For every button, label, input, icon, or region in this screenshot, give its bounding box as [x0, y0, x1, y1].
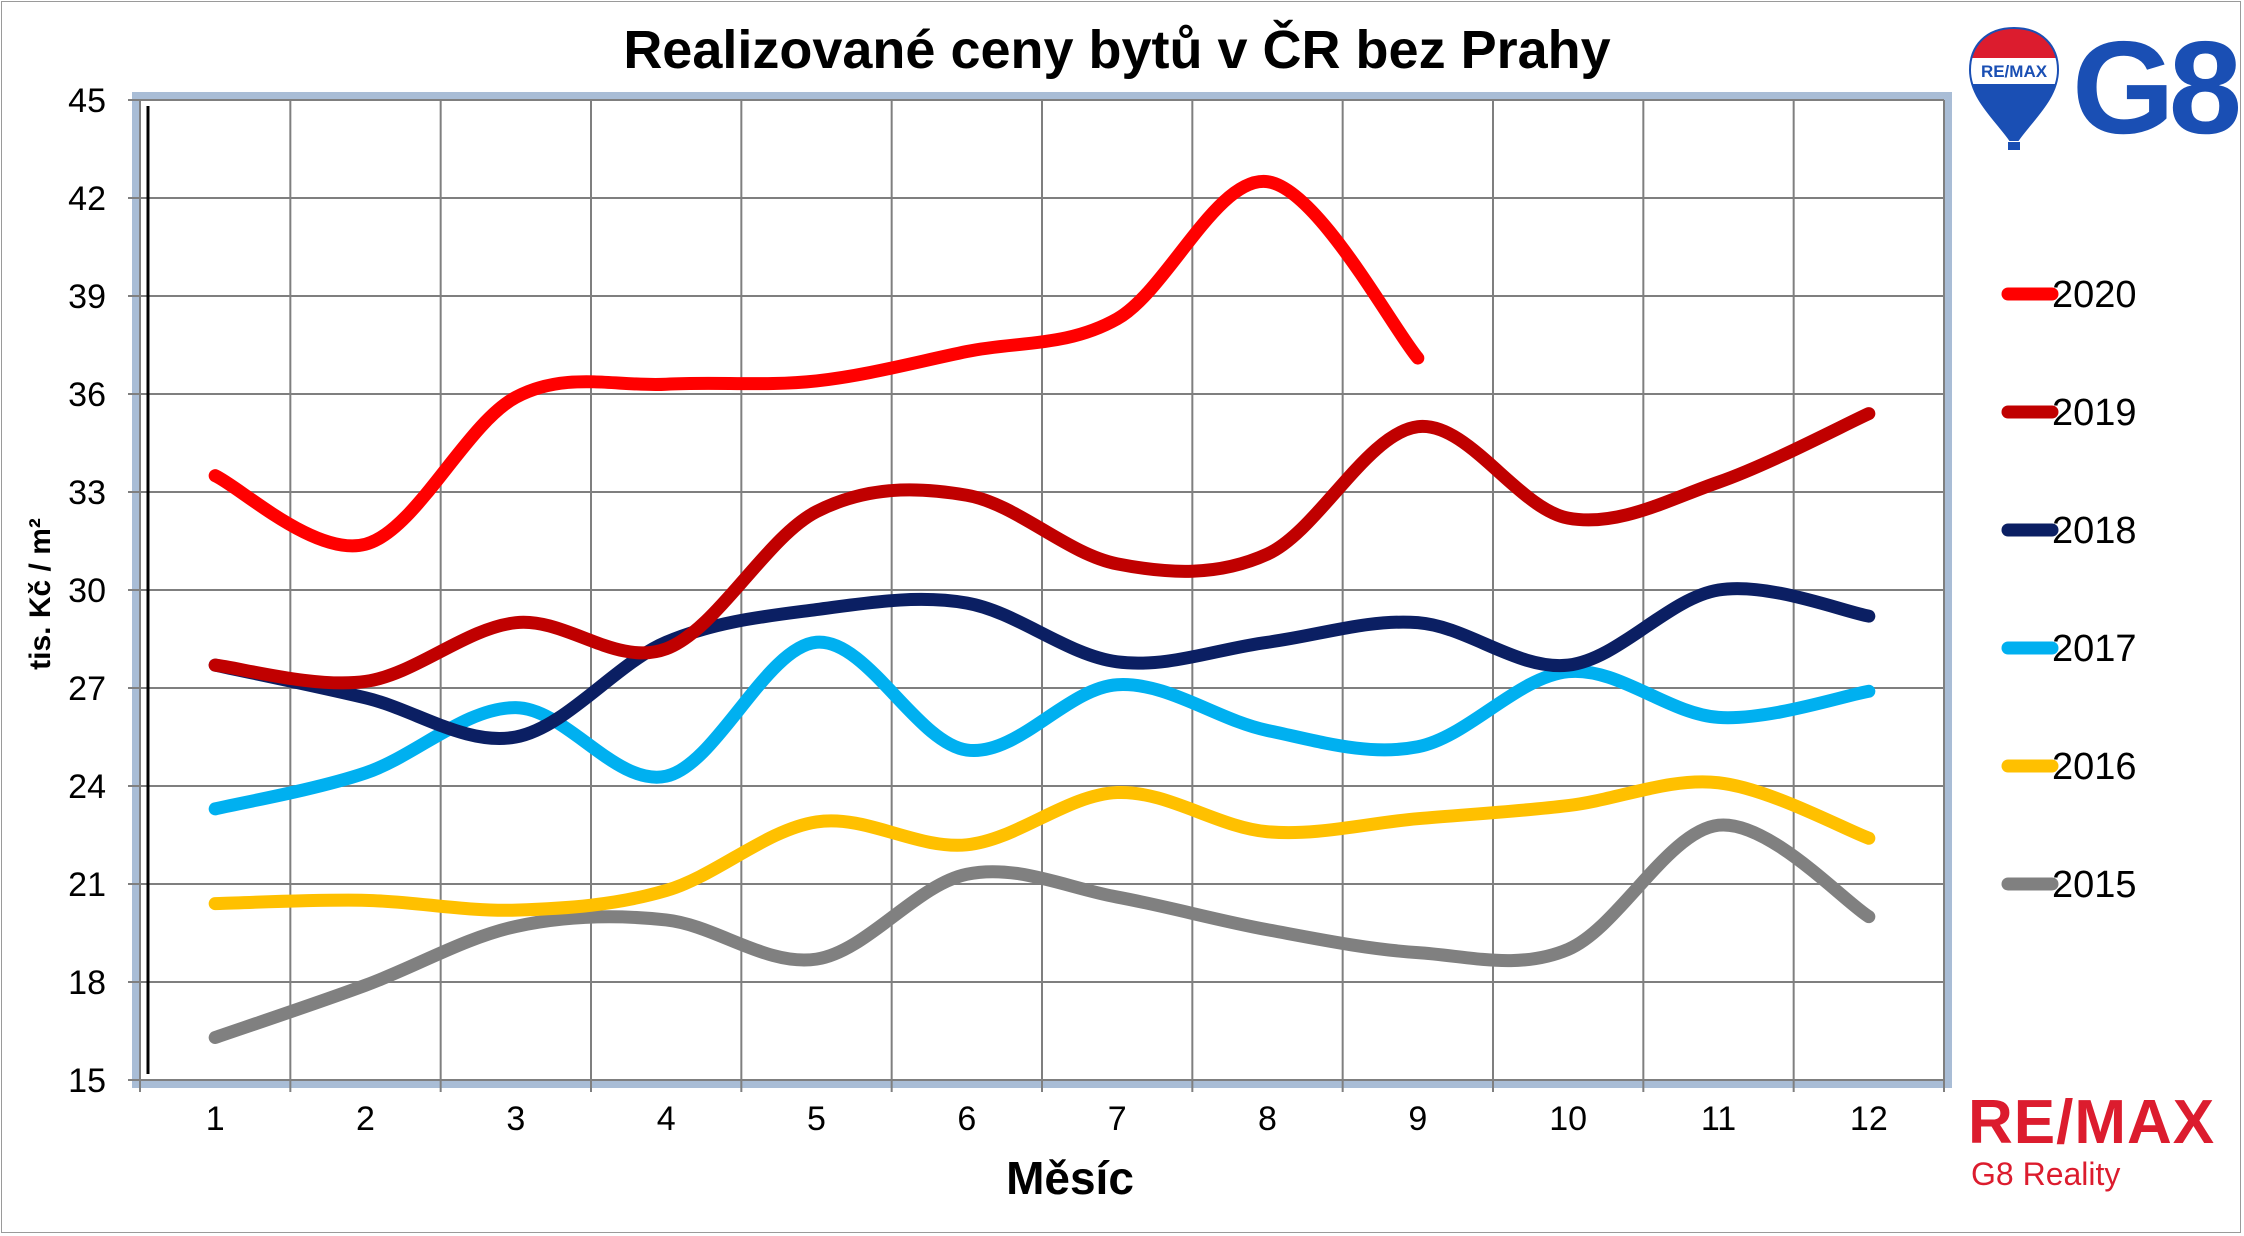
y-tick-label: 27 — [68, 670, 106, 708]
series-line-2020 — [208, 175, 1425, 553]
balloon-text: RE/MAX — [1981, 62, 2048, 81]
y-axis-label: tis. Kč / m² — [24, 518, 57, 670]
y-tick-label: 42 — [68, 180, 106, 218]
x-tick-label: 4 — [657, 1100, 676, 1138]
y-tick-label: 45 — [68, 82, 106, 120]
remax-wordmark: RE/MAX — [1968, 1088, 2216, 1157]
legend-label-2016: 2016 — [2052, 746, 2137, 788]
legend-label-2018: 2018 — [2052, 510, 2137, 552]
remax-balloon-logo: RE/MAX — [1968, 26, 2060, 150]
series-line-2017 — [208, 635, 1876, 816]
remax-subtitle: G8 Reality — [1971, 1156, 2121, 1192]
chart-title: Realizované ceny bytů v ČR bez Prahy — [623, 19, 1610, 80]
legend-label-2015: 2015 — [2052, 864, 2137, 906]
series-line-2019 — [208, 407, 1876, 690]
legend-label-2020: 2020 — [2052, 274, 2137, 316]
legend-label-2019: 2019 — [2052, 392, 2137, 434]
y-tick-label: 15 — [68, 1062, 106, 1100]
x-tick-label: 10 — [1549, 1100, 1587, 1138]
y-tick-label: 21 — [68, 866, 106, 904]
series-line-2016 — [208, 775, 1876, 917]
y-tick-label: 18 — [68, 964, 106, 1002]
y-tick-label: 24 — [68, 768, 106, 806]
x-axis-label: Měsíc — [1006, 1152, 1134, 1204]
x-tick-label: 9 — [1408, 1100, 1427, 1138]
x-tick-label: 8 — [1258, 1100, 1277, 1138]
legend-label-2017: 2017 — [2052, 628, 2137, 670]
x-tick-label: 7 — [1108, 1100, 1127, 1138]
x-tick-label: 12 — [1850, 1100, 1888, 1138]
y-tick-label: 36 — [68, 376, 106, 414]
x-tick-label: 5 — [807, 1100, 826, 1138]
x-tick-label: 1 — [206, 1100, 225, 1138]
y-tick-label: 33 — [68, 474, 106, 512]
y-tick-label: 39 — [68, 278, 106, 316]
series-line-2018 — [208, 582, 1876, 745]
x-tick-label: 11 — [1701, 1100, 1736, 1138]
series-line-2015 — [208, 818, 1876, 1045]
x-tick-label: 3 — [506, 1100, 525, 1138]
legend: 2020 2019 2018 2017 2016 2015 — [2001, 274, 2137, 906]
x-tick-label: 2 — [356, 1100, 375, 1138]
x-tick-label: 6 — [957, 1100, 976, 1138]
y-tick-label: 30 — [68, 572, 106, 610]
g8-logo: G8 — [2072, 14, 2242, 161]
